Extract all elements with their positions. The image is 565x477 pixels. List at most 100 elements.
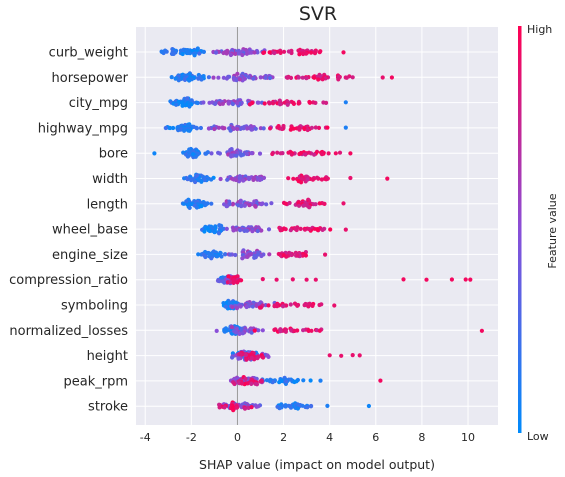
shap-point (244, 357, 249, 362)
shap-point (216, 231, 222, 236)
feature-label: peak_rpm (63, 374, 128, 389)
shap-point (283, 404, 288, 409)
shap-point (309, 403, 314, 409)
shap-point (202, 229, 207, 234)
x-tick-label: 8 (418, 431, 425, 444)
shap-point (258, 75, 263, 80)
shap-point (187, 205, 192, 210)
shap-point (224, 226, 229, 231)
shap-point (259, 379, 264, 384)
shap-point (239, 204, 244, 209)
shap-point (317, 201, 322, 206)
shap-point (251, 76, 256, 81)
shap-point (313, 125, 318, 130)
shap-point (326, 151, 331, 156)
shap-point (294, 227, 299, 233)
shap-point (305, 177, 310, 182)
shap-point (278, 228, 283, 233)
shap-point (176, 78, 181, 83)
x-tick-label: 4 (326, 431, 333, 444)
shap-point (209, 177, 214, 182)
shap-point (219, 254, 224, 259)
shap-point (301, 203, 306, 208)
shap-point (288, 302, 293, 307)
shap-point (197, 51, 202, 56)
shap-point (254, 382, 260, 387)
shap-point (189, 178, 194, 183)
shap-point (232, 381, 237, 386)
shap-point (303, 152, 308, 157)
shap-point (163, 125, 168, 131)
x-tick-label: 2 (280, 431, 287, 444)
shap-point (189, 102, 194, 107)
shap-point (271, 101, 276, 106)
shap-point (288, 127, 293, 132)
shap-point (171, 51, 176, 57)
shap-point (221, 50, 226, 56)
shap-point (194, 205, 199, 210)
shap-point (323, 252, 328, 257)
shap-point (261, 175, 267, 180)
shap-point (305, 405, 310, 410)
shap-point (249, 50, 254, 55)
shap-point (256, 354, 261, 359)
shap-point (246, 75, 252, 80)
shap-point (230, 101, 235, 107)
shap-point (201, 100, 206, 105)
shap-point (286, 49, 291, 54)
shap-point (166, 125, 172, 130)
shap-point (304, 76, 309, 81)
shap-point (253, 126, 258, 131)
shap-point (193, 154, 198, 159)
shap-point (343, 227, 348, 232)
shap-point (220, 101, 225, 106)
shap-point (239, 381, 244, 386)
shap-point (343, 100, 348, 105)
shap-point (289, 252, 294, 258)
shap-point (247, 176, 252, 181)
shap-point (233, 252, 238, 258)
shap-point (222, 280, 227, 285)
shap-point (185, 154, 190, 159)
shap-point (269, 201, 274, 206)
shap-point (317, 328, 322, 333)
shap-point (306, 304, 311, 309)
shap-point (169, 75, 174, 80)
shap-point (264, 202, 269, 207)
shap-point (240, 52, 245, 58)
shap-point (216, 75, 221, 80)
shap-point (277, 380, 282, 385)
shap-point (302, 303, 307, 308)
shap-point (317, 302, 322, 308)
shap-point (288, 228, 293, 233)
shap-point (267, 50, 272, 55)
shap-point (229, 154, 234, 159)
shap-point (226, 101, 231, 106)
x-tick-label: 6 (372, 431, 379, 444)
shap-point (224, 51, 229, 56)
shap-point (259, 253, 264, 259)
shap-point (174, 102, 179, 107)
shap-point (254, 303, 259, 308)
shap-point (304, 277, 309, 282)
shap-point (316, 77, 321, 82)
shap-point (266, 227, 272, 232)
shap-point (286, 176, 291, 181)
shap-point (278, 151, 283, 156)
shap-point (261, 355, 266, 360)
shap-point (228, 52, 233, 58)
shap-point (238, 228, 243, 233)
shap-point (302, 227, 308, 232)
shap-point (242, 406, 248, 411)
shap-point (303, 253, 308, 258)
shap-point (350, 353, 355, 358)
shap-point (274, 277, 279, 282)
shap-point (256, 404, 261, 409)
shap-point (233, 330, 238, 335)
shap-point (185, 50, 191, 56)
shap-point (226, 274, 231, 279)
shap-point (256, 328, 261, 333)
shap-point (289, 152, 294, 157)
shap-point (234, 405, 239, 410)
